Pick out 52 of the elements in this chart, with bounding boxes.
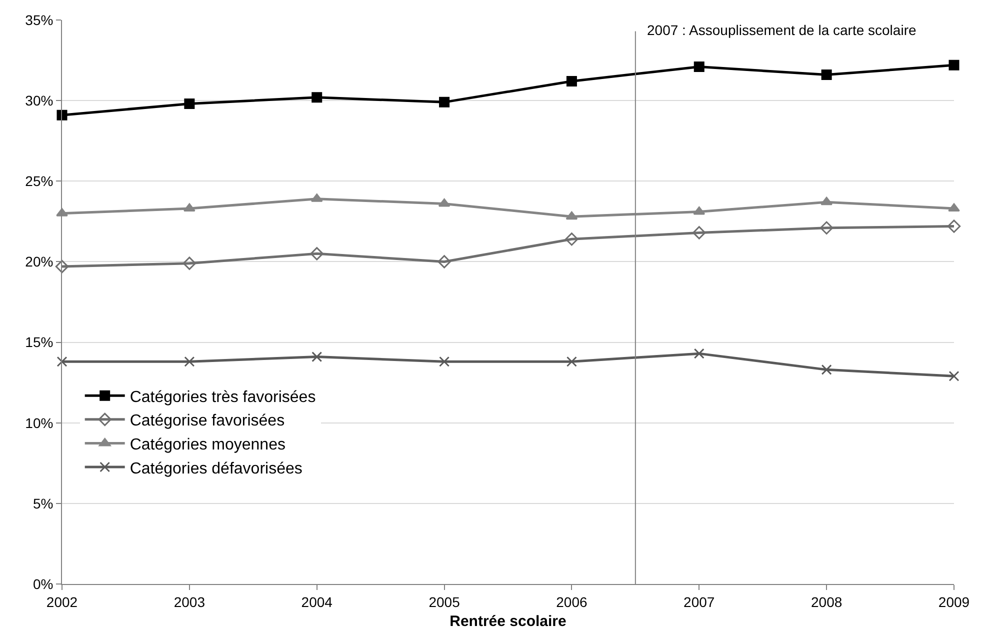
legend-label: Catégorise favorisées — [130, 412, 285, 430]
y-tick-label: 10% — [25, 414, 54, 431]
x-tick-label: 2009 — [938, 594, 970, 610]
point — [439, 96, 450, 108]
point — [948, 203, 960, 212]
ref-line-label: 2007 : Assouplissement de la carte scolaire — [647, 22, 916, 38]
point — [947, 220, 961, 233]
point — [312, 92, 322, 103]
point — [692, 226, 706, 240]
y-tick-label: 30% — [25, 92, 54, 108]
legend-label: Catégories moyennes — [130, 436, 286, 454]
point — [694, 61, 704, 72]
x-tick-label: 2004 — [301, 594, 333, 610]
point — [438, 198, 450, 207]
point — [566, 211, 578, 220]
legend-label: Catégories très favorisées — [130, 388, 316, 406]
x-tick-label: 2005 — [428, 594, 460, 610]
point — [566, 76, 577, 86]
point — [312, 352, 322, 362]
point — [694, 348, 704, 359]
x-tick-label: 2006 — [556, 594, 588, 610]
x-tick-label: 2007 — [684, 594, 715, 610]
point — [56, 110, 68, 120]
point — [310, 247, 324, 260]
point — [184, 356, 195, 367]
point — [56, 208, 68, 216]
x-tick-label: 2002 — [46, 594, 78, 610]
y-tick-label: 0% — [32, 576, 54, 592]
point — [438, 255, 451, 268]
point — [948, 60, 960, 70]
y-tick-label: 25% — [25, 173, 54, 190]
point — [55, 260, 69, 274]
point — [821, 70, 832, 80]
y-tick-label: 5% — [32, 495, 54, 512]
x-tick-label: 2008 — [810, 594, 842, 610]
x-tick-label: 2003 — [174, 594, 206, 610]
point — [182, 256, 196, 270]
y-tick-label: 35% — [25, 12, 54, 28]
point — [820, 196, 833, 206]
point — [439, 356, 450, 367]
point — [565, 232, 578, 246]
point — [948, 370, 960, 382]
point — [820, 221, 834, 234]
y-tick-label: 15% — [25, 334, 54, 350]
y-tick-label: 20% — [25, 254, 54, 270]
point — [56, 356, 68, 367]
point — [183, 203, 196, 212]
legend-label: Catégories défavorisées — [130, 460, 302, 478]
point — [566, 356, 577, 367]
point — [821, 364, 832, 375]
x-axis-title: Rentrée scolaire — [450, 612, 566, 630]
point — [184, 98, 195, 110]
